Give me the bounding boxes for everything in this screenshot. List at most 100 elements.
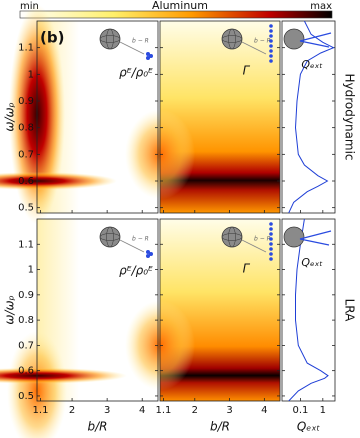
sphere-grid xyxy=(99,35,121,43)
inset-label: ρᴱ/ρ₀ᴱ xyxy=(119,66,153,80)
panel-tag: (b) xyxy=(40,29,64,47)
line-panel-bg xyxy=(282,21,335,213)
arrow-label: b − R xyxy=(254,236,271,243)
inset-label: Qₑₓₜ xyxy=(301,256,322,269)
x-tick-label: 2 xyxy=(192,405,198,416)
dipole-dot xyxy=(269,39,273,43)
sphere-icon xyxy=(221,226,243,248)
colorbar xyxy=(19,10,333,19)
dipole-dot xyxy=(149,54,153,58)
dipole-dot xyxy=(269,54,273,58)
arrow xyxy=(241,41,267,55)
inset-label: ρᴱ/ρ₀ᴱ xyxy=(119,264,153,278)
sphere-icon xyxy=(283,28,305,50)
y-tick-label: 0.5 xyxy=(18,391,34,402)
dipole-dot xyxy=(269,44,273,48)
dipole-dot xyxy=(146,52,150,56)
colorbar-min: min xyxy=(20,1,39,12)
x-axis-label: Qₑₓₜ xyxy=(297,420,321,434)
sphere-grid xyxy=(221,233,243,241)
x-axis-label: b/R xyxy=(88,420,108,434)
sphere-icon xyxy=(99,28,121,50)
line-panel-bg xyxy=(282,219,335,401)
sphere-icon xyxy=(283,226,305,248)
y-tick-label: 0.5 xyxy=(18,203,34,214)
sphere-grid xyxy=(106,28,114,50)
sphere-grid xyxy=(221,35,243,43)
x-tick-label: 0.1 xyxy=(292,405,308,416)
arrow-label: b − R xyxy=(254,38,271,45)
y-tick-label: 1.1 xyxy=(18,43,34,54)
y-tick-label: 0.8 xyxy=(18,123,34,134)
dipole-dot xyxy=(146,254,150,258)
y-axis-label: ω/ωₚ xyxy=(3,295,17,324)
y-axis-label: ω/ωₚ xyxy=(3,102,17,131)
arrow xyxy=(299,32,332,42)
sphere-icon xyxy=(99,226,121,248)
panel-frame xyxy=(36,218,159,402)
panel-frame xyxy=(159,218,281,402)
row-label: LRA xyxy=(343,299,357,323)
y-tick-label: 0.9 xyxy=(18,96,34,107)
dipole-dot xyxy=(269,242,273,246)
figure-title: Aluminum xyxy=(152,0,208,12)
heatmap-blob xyxy=(0,367,127,384)
y-tick-label: 1 xyxy=(28,265,34,276)
arrow xyxy=(299,238,330,246)
arrow xyxy=(299,230,332,240)
dipole-dot xyxy=(269,257,273,261)
y-tick-label: 0.8 xyxy=(18,315,34,326)
x-tick-label: 1 xyxy=(320,405,326,416)
x-tick-label: 2 xyxy=(69,405,75,416)
x-tick-label: 4 xyxy=(261,405,267,416)
x-axis-label: b/R xyxy=(210,420,230,434)
panel-frame xyxy=(36,20,159,214)
dipole-dot xyxy=(146,250,150,254)
x-tick-label: 1.1 xyxy=(33,405,49,416)
inset-label: Γ xyxy=(243,64,251,78)
x-tick-label: 3 xyxy=(226,405,232,416)
q-ext-line xyxy=(288,21,335,213)
y-tick-label: 0.7 xyxy=(18,149,34,160)
heatmap-blob xyxy=(0,172,117,190)
inset-label: Qₑₓₜ xyxy=(301,58,322,71)
arrow-label: b − R xyxy=(132,236,149,243)
panel-frame xyxy=(159,20,281,214)
arrow-label: b − R xyxy=(132,38,149,45)
sphere-grid xyxy=(99,233,121,241)
arrow xyxy=(119,41,145,55)
arrow xyxy=(299,40,330,48)
dipole-dot xyxy=(269,252,273,256)
panel-frame xyxy=(281,20,336,214)
dipole-dot xyxy=(269,49,273,53)
sphere-icon xyxy=(221,28,243,50)
y-tick-label: 1.1 xyxy=(18,239,34,250)
dipole-dot xyxy=(146,56,150,60)
colorbar-max: max xyxy=(310,1,332,12)
arrow xyxy=(119,239,145,253)
dipole-dot xyxy=(269,29,273,33)
dipole-dot xyxy=(269,34,273,38)
dipole-dot xyxy=(269,24,273,28)
dipole-dot xyxy=(269,237,273,241)
y-tick-label: 0.6 xyxy=(18,176,34,187)
dipole-dot xyxy=(269,247,273,251)
dipole-dot xyxy=(269,232,273,236)
x-tick-label: 4 xyxy=(139,405,145,416)
y-tick-label: 0.9 xyxy=(18,290,34,301)
y-tick-label: 0.6 xyxy=(18,366,34,377)
q-ext-line xyxy=(288,219,329,401)
dipole-dot xyxy=(269,227,273,231)
x-tick-label: 3 xyxy=(104,405,110,416)
sphere-grid xyxy=(228,28,236,50)
x-tick-label: 1.1 xyxy=(156,405,172,416)
arrow xyxy=(241,239,267,253)
inset-label: Γ xyxy=(243,262,251,276)
sphere-grid xyxy=(228,226,236,248)
row-label: Hydrodynamic xyxy=(343,73,357,160)
y-tick-label: 0.7 xyxy=(18,340,34,351)
dipole-dot xyxy=(269,59,273,63)
sphere-grid xyxy=(106,226,114,248)
dipole-dot xyxy=(269,222,273,226)
